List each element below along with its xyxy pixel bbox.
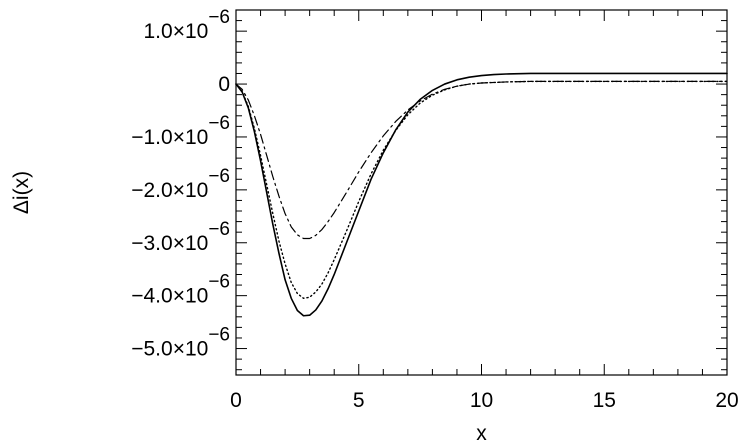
x-tick-label: 0 bbox=[230, 389, 242, 412]
series-line-dotted bbox=[235, 80, 728, 299]
y-tick-label: −1.0×10−6 bbox=[131, 113, 230, 149]
y-axis-label: Δi(x) bbox=[10, 171, 33, 214]
y-tick-label: 1.0×10−6 bbox=[144, 7, 231, 43]
x-tick-label: 5 bbox=[353, 389, 365, 412]
x-axis-label: x bbox=[476, 422, 487, 445]
y-tick-label: −2.0×10−6 bbox=[131, 166, 230, 202]
y-tick-label: −3.0×10−6 bbox=[131, 219, 230, 255]
x-tick-label: 20 bbox=[715, 389, 738, 412]
x-tick-label: 10 bbox=[470, 389, 493, 412]
y-tick-label: 0 bbox=[218, 73, 230, 96]
y-tick-label: −4.0×10−6 bbox=[131, 272, 230, 308]
series-line-solid bbox=[235, 72, 728, 317]
tick-marks bbox=[235, 9, 728, 375]
tick-labels: 0 5 10 15 20 1.0×10−6 0 −1.0×10−6 −2.0×10−6 −3.0×… bbox=[131, 7, 738, 412]
curves-layer bbox=[235, 72, 728, 317]
series-line-dash-dot bbox=[235, 80, 728, 240]
plot-frame bbox=[235, 9, 728, 376]
y-tick-label: −5.0×10−6 bbox=[131, 325, 230, 361]
x-tick-label: 15 bbox=[593, 389, 616, 412]
